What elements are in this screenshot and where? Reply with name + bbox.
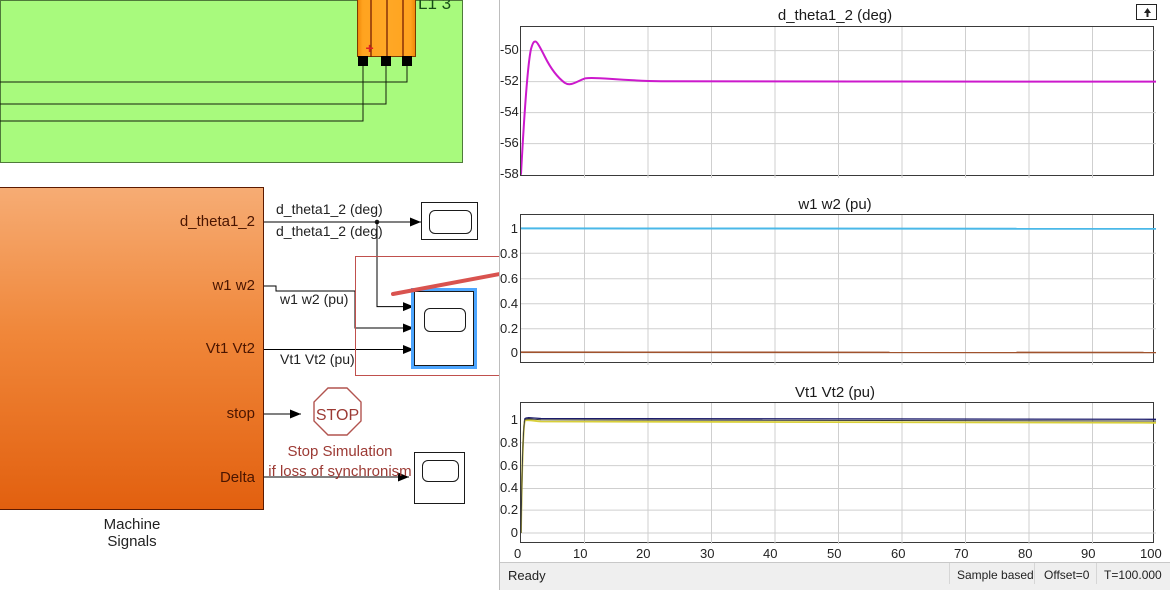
svg-text:STOP: STOP [316, 407, 359, 424]
